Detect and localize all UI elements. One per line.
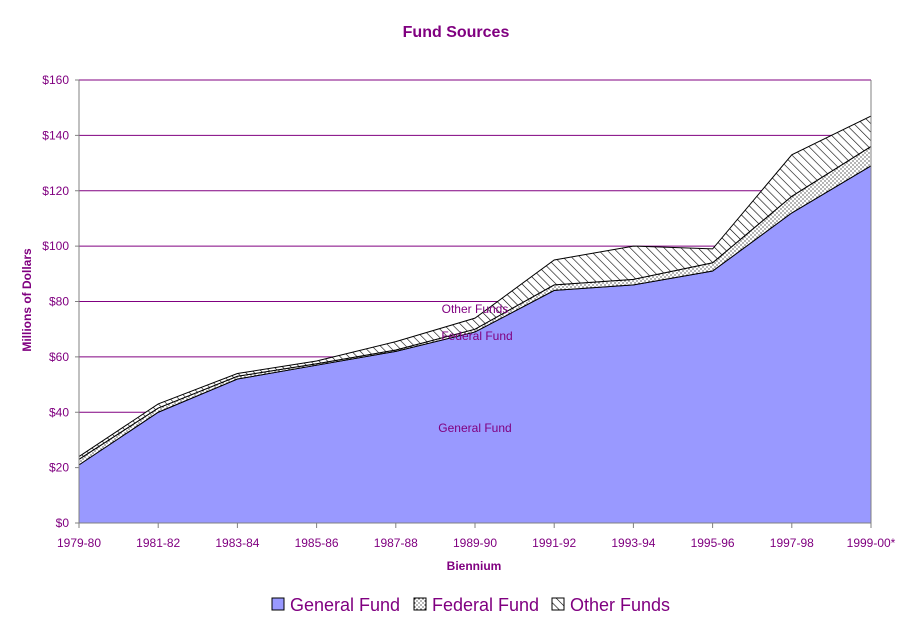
axes (75, 79, 872, 528)
x-tick-label: 1997-98 (770, 536, 814, 550)
y-tick-labels: $0 $20 $40 $60 $80 $100 $120 $140 $160 (42, 73, 69, 530)
x-tick-label: 1993-94 (611, 536, 655, 550)
y-tick-label: $160 (42, 73, 69, 87)
x-tick-label: 1991-92 (532, 536, 576, 550)
x-tick-label: 1999-00* (847, 536, 896, 550)
y-axis-label: Millions of Dollars (20, 248, 34, 352)
x-tick-labels: 1979-80 1981-82 1983-84 1985-86 1987-88 1989-… (57, 536, 896, 550)
x-tick-label: 1995-96 (691, 536, 735, 550)
legend-swatch-general-fund (271, 597, 285, 611)
x-axis-label: Biennium (447, 559, 502, 573)
x-tick-label: 1983-84 (215, 536, 259, 550)
stacked-areas (78, 115, 872, 524)
y-tick-label: $120 (42, 184, 69, 198)
y-tick-label: $80 (49, 295, 69, 309)
chart-title: Fund Sources (403, 24, 510, 41)
y-tick-label: $100 (42, 239, 69, 253)
legend-label-other-funds: Other Funds (570, 595, 670, 615)
y-tick-label: $40 (49, 405, 69, 419)
legend-swatch-other-funds (551, 597, 565, 611)
x-tick-label: 1981-82 (136, 536, 180, 550)
legend-label-general-fund: General Fund (290, 595, 400, 615)
area-label-other-funds: Other Funds (442, 302, 509, 316)
x-tick-label: 1987-88 (374, 536, 418, 550)
y-tick-label: $140 (42, 128, 69, 142)
area-label-federal-fund: Federal Fund (441, 329, 512, 343)
area-label-general-fund: General Fund (438, 421, 511, 435)
y-tick-label: $0 (56, 516, 70, 530)
x-tick-label: 1989-90 (453, 536, 497, 550)
legend-swatch-federal-fund (413, 597, 427, 611)
x-tick-label: 1985-86 (295, 536, 339, 550)
legend: General Fund Federal Fund Other Funds (271, 595, 670, 615)
y-tick-label: $60 (49, 350, 69, 364)
legend-label-federal-fund: Federal Fund (432, 595, 539, 615)
x-tick-label: 1979-80 (57, 536, 101, 550)
y-tick-label: $20 (49, 461, 69, 475)
